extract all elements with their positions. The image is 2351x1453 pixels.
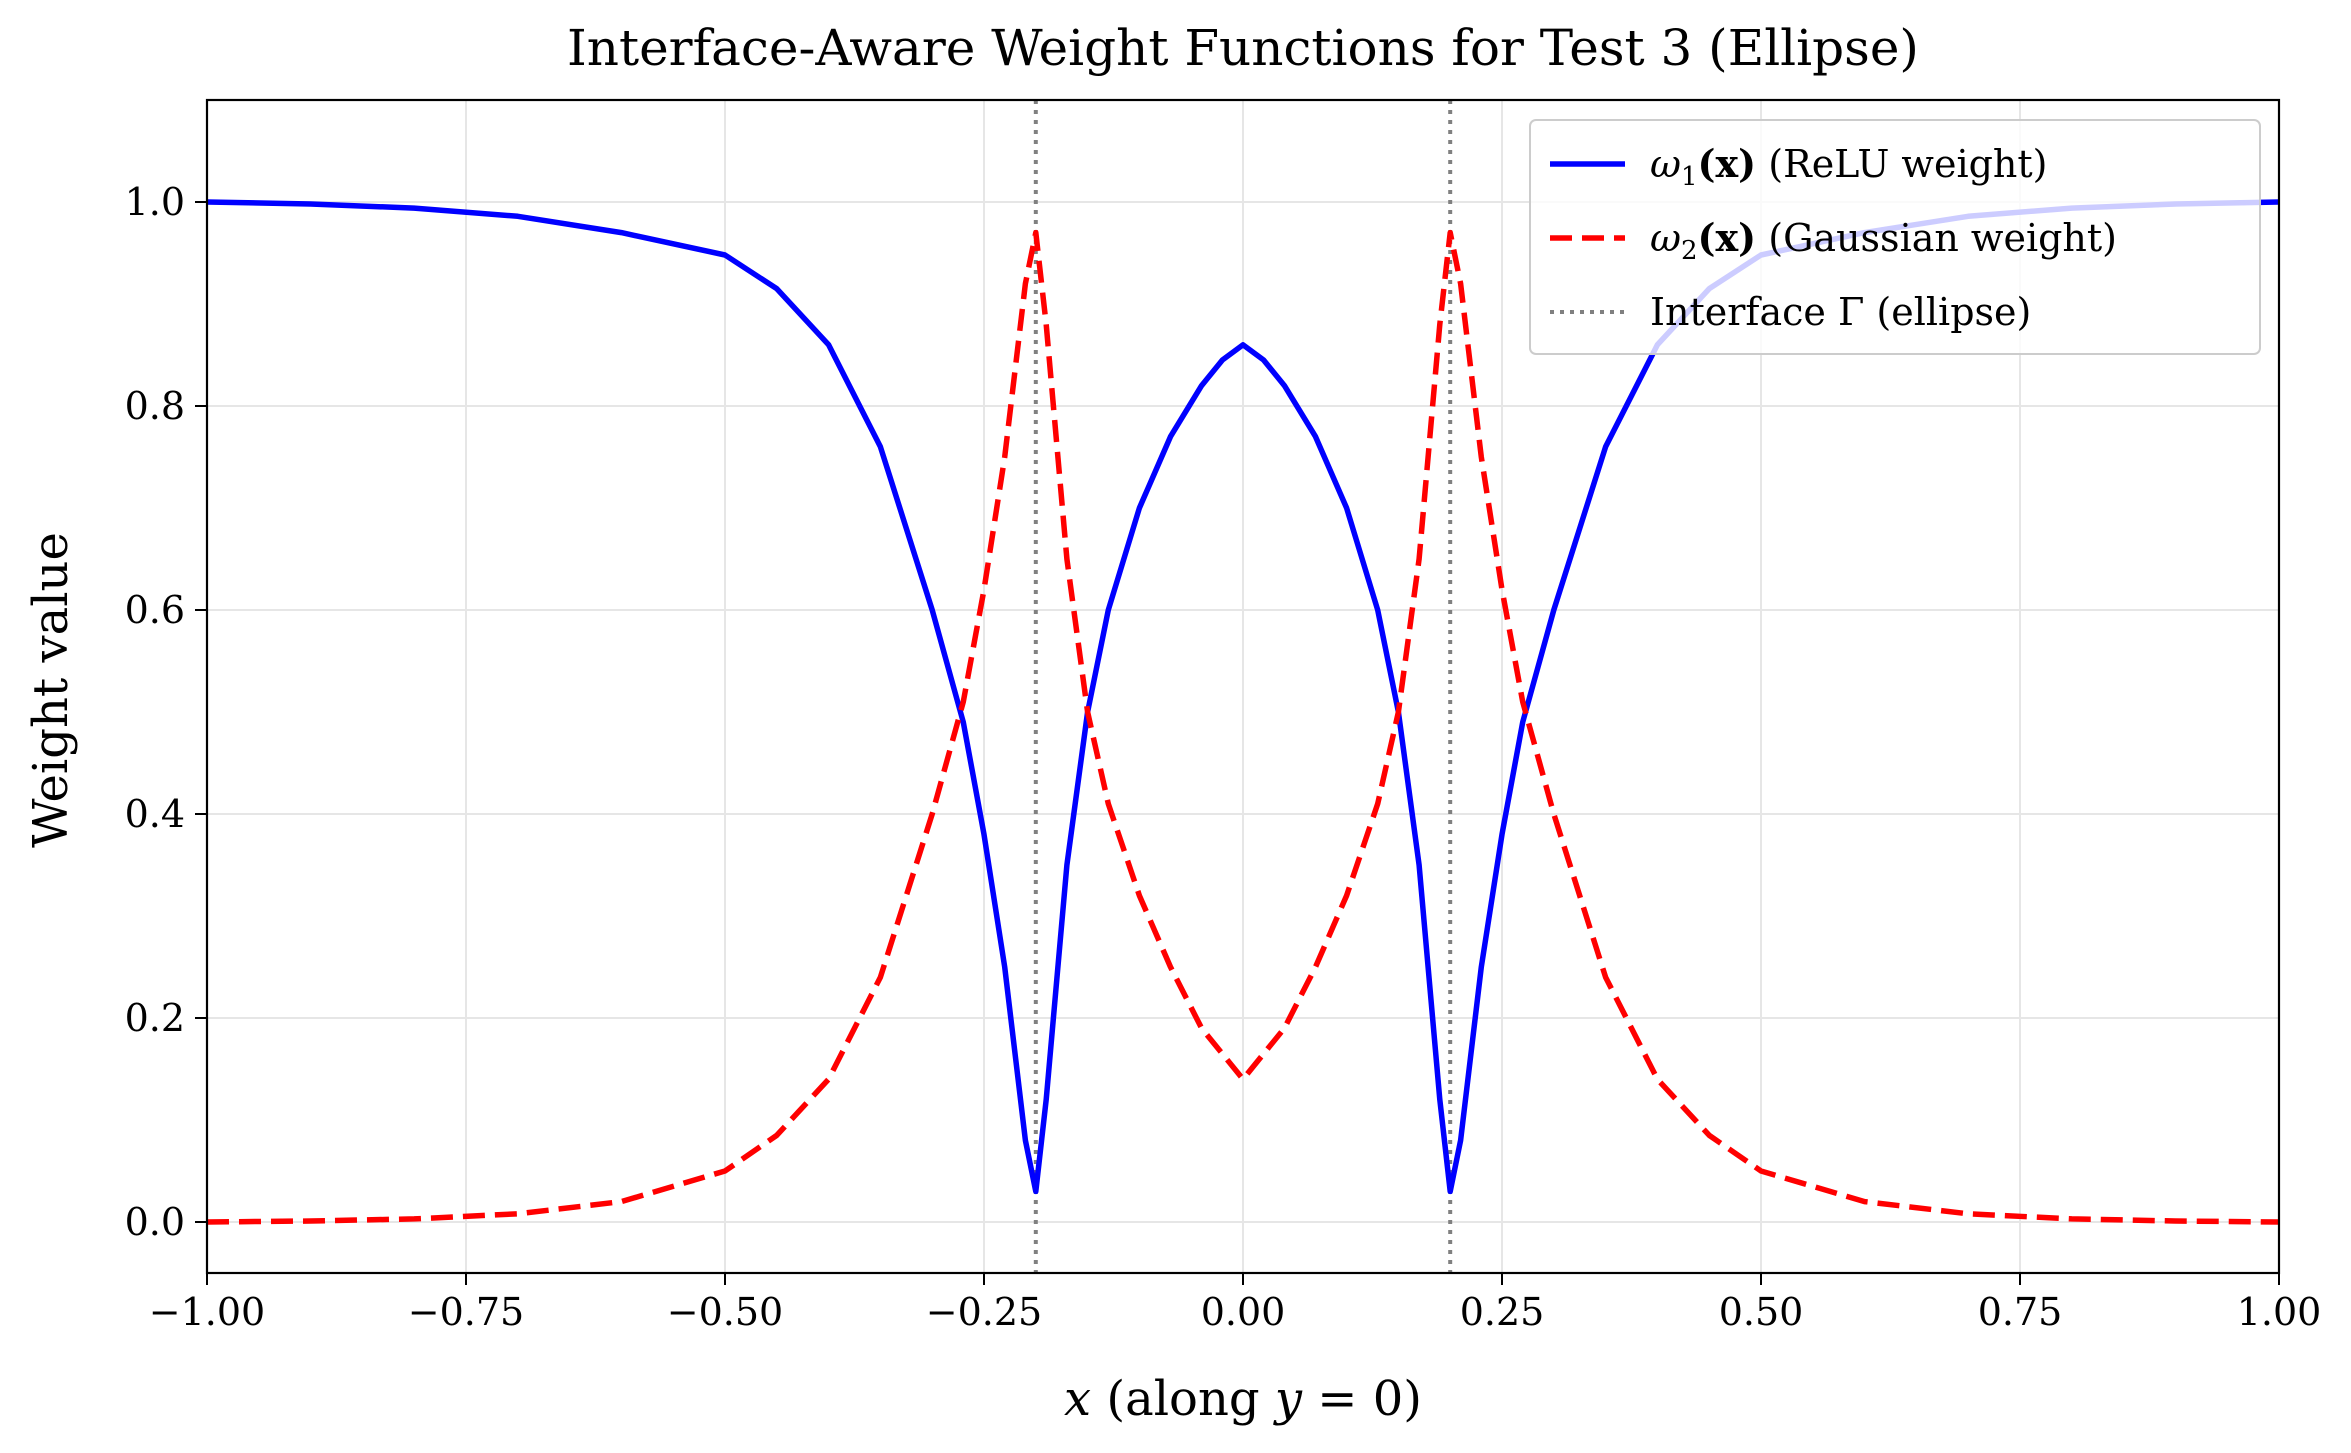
x-tick-label: −0.50: [667, 1290, 783, 1334]
y-tick-label: 0.4: [125, 792, 185, 836]
x-tick-label: 0.75: [1978, 1290, 2063, 1334]
x-tick-label: 0.25: [1460, 1290, 1545, 1334]
omega2-gaussian-line: [206, 229, 2280, 1225]
series-layer: [206, 199, 2280, 1225]
legend-item-omega1: ω1(x) (ReLU weight): [1550, 141, 2048, 192]
legend-item-interface: Interface Γ (ellipse): [1550, 290, 2031, 334]
legend-label: Interface Γ (ellipse): [1650, 290, 2031, 334]
chart-title: Interface-Aware Weight Functions for Tes…: [567, 19, 1919, 77]
legend-symbol: ω: [1650, 216, 1681, 260]
x-axis-label: x (along y = 0): [1064, 1371, 1422, 1427]
y-tick-label: 0.2: [125, 996, 185, 1040]
grid-layer: [206, 100, 2280, 1273]
omega1-relu-line: [206, 199, 2280, 1195]
legend-desc: (Gaussian weight): [1756, 216, 2117, 260]
legend-desc: (ReLU weight): [1756, 142, 2047, 186]
legend-symbol: ω: [1650, 142, 1681, 186]
legend: ω1(x) (ReLU weight)ω2(x) (Gaussian weigh…: [1529, 119, 2261, 355]
legend-item-omega2: ω2(x) (Gaussian weight): [1550, 215, 2117, 266]
y-axis-label: Weight value: [23, 532, 79, 848]
y-tick-label: 1.0: [125, 180, 185, 224]
legend-box: [1529, 119, 2261, 355]
legend-subscript: 2: [1681, 236, 1698, 266]
x-tick-label: 1.00: [2237, 1290, 2322, 1334]
y-tick-label: 0.6: [125, 588, 185, 632]
tick-layer: −1.00 −0.75 −0.50 −0.25 0.00 0.25 0.50 0.75 1.00…: [125, 180, 2322, 1334]
legend-label: ω1(x) (ReLU weight): [1650, 141, 2048, 192]
x-tick-label: −1.00: [149, 1290, 265, 1334]
y-tick-label: 0.8: [125, 384, 185, 428]
x-tick-label: 0.00: [1201, 1290, 1286, 1334]
x-axis-label-part: = 0): [1302, 1371, 1422, 1427]
x-axis-label-part: (along: [1091, 1371, 1275, 1427]
legend-arg: (x): [1698, 141, 1757, 186]
y-tick-label: 0.0: [125, 1200, 185, 1244]
legend-subscript: 1: [1681, 162, 1698, 192]
legend-label: ω2(x) (Gaussian weight): [1650, 215, 2117, 266]
legend-arg: (x): [1698, 215, 1757, 260]
x-axis-label-part: y: [1273, 1371, 1303, 1427]
x-tick-label: −0.25: [926, 1290, 1042, 1334]
x-axis-label-part: x: [1064, 1371, 1091, 1427]
x-tick-label: −0.75: [408, 1290, 524, 1334]
x-tick-label: 0.50: [1719, 1290, 1804, 1334]
